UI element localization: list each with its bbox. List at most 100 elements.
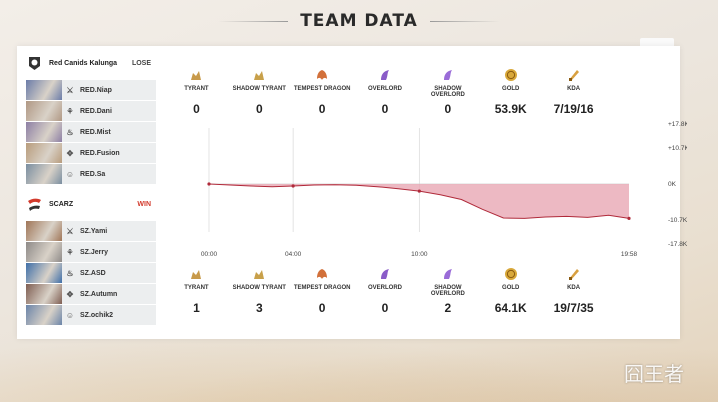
y-tick-label: +17.8K (668, 121, 687, 128)
player-row[interactable]: ☺ RED.Sa (26, 164, 156, 184)
hero-avatar (26, 284, 62, 304)
hero-avatar (26, 80, 62, 100)
player-name: RED.Sa (80, 170, 106, 178)
page-header: TEAM DATA (0, 6, 718, 36)
stat-gold: GOLD 64.1K (479, 265, 542, 315)
stat-value: 3 (255, 301, 263, 315)
shadow-overlord-icon (416, 66, 479, 84)
gold-icon (479, 265, 542, 283)
watermark: 囧王者 (624, 362, 684, 386)
page-title: TEAM DATA (300, 11, 418, 31)
stat-label: OVERLORD (368, 86, 403, 92)
stat-label: GOLD (502, 86, 520, 92)
hero-avatar (26, 242, 62, 262)
tempest-dragon-icon (291, 66, 354, 84)
stat-label: SHADOW OVERLORD (430, 285, 465, 297)
overlord-icon (354, 66, 417, 84)
player-row[interactable]: ♨ RED.Mist (26, 122, 156, 142)
stat-value: 19/7/35 (553, 301, 594, 315)
hero-avatar (26, 164, 62, 184)
stat-label: KDA (567, 86, 581, 92)
gold-icon (479, 66, 542, 84)
stat-label: OVERLORD (368, 285, 403, 291)
stat-label: TYRANT (184, 285, 209, 291)
player-name: RED.Mist (80, 128, 111, 136)
player-name: SZ.ochik2 (80, 311, 114, 319)
y-tick-label: -17.8K (668, 241, 687, 248)
hero-avatar (26, 143, 62, 163)
stat-shadow-tyrant: SHADOW TYRANT 0 (228, 66, 291, 116)
player-name: SZ.Jerry (80, 248, 109, 256)
kda-icon (542, 66, 605, 84)
marksman-icon: ✥ (66, 289, 74, 299)
series-point (207, 182, 211, 186)
stat-kda: KDA 7/19/16 (542, 66, 605, 116)
jungle-icon: ⚘ (66, 247, 74, 257)
stat-value: 64.1K (494, 301, 527, 315)
shadow-tyrant-icon (228, 265, 291, 283)
stat-shadow-overlord: SHADOW OVERLORD 2 (416, 265, 479, 315)
player-name: SZ.ASD (80, 269, 106, 277)
stat-gold: GOLD 53.9K (479, 66, 542, 116)
team-header-2: SCARZ WIN (17, 187, 157, 221)
mid-icon: ♨ (66, 268, 74, 278)
stat-label: TYRANT (184, 86, 209, 92)
stat-tempest-dragon: TEMPEST DRAGON 0 (291, 265, 354, 315)
player-row[interactable]: ☺ SZ.ochik2 (26, 305, 156, 325)
player-name: RED.Dani (80, 107, 112, 115)
stat-tyrant: TYRANT 0 (165, 66, 228, 116)
team-logo-icon (26, 55, 43, 72)
player-row[interactable]: ✥ RED.Fusion (26, 143, 156, 163)
player-row[interactable]: ⚔ SZ.Yami (26, 221, 156, 241)
stat-label: TEMPEST DRAGON (293, 86, 351, 92)
player-row[interactable]: ⚔ RED.Niap (26, 80, 156, 100)
stat-label: GOLD (502, 285, 520, 291)
stat-label: SHADOW OVERLORD (430, 86, 465, 98)
tempest-dragon-icon (291, 265, 354, 283)
stat-value: 7/19/16 (553, 102, 594, 116)
player-row[interactable]: ♨ SZ.ASD (26, 263, 156, 283)
sword-icon: ⚔ (66, 226, 74, 236)
stat-shadow-tyrant: SHADOW TYRANT 3 (228, 265, 291, 315)
player-name: SZ.Yami (80, 227, 108, 235)
player-row[interactable]: ⚘ RED.Dani (26, 101, 156, 121)
marksman-icon: ✥ (66, 148, 74, 158)
stat-value: 0 (255, 102, 263, 116)
player-name: SZ.Autumn (80, 290, 118, 298)
team1-stats: TYRANT 0 SHADOW TYRANT 0 TEMPEST DRAGON 0 OVER… (165, 66, 605, 116)
mid-icon: ♨ (66, 127, 74, 137)
stat-shadow-overlord: SHADOW OVERLORD 0 (416, 66, 479, 116)
tyrant-icon (165, 66, 228, 84)
x-tick-label: 04:00 (285, 251, 302, 258)
stat-overlord: OVERLORD 0 (354, 66, 417, 116)
stat-value: 2 (444, 301, 452, 315)
stat-kda: KDA 19/7/35 (542, 265, 605, 315)
player-row[interactable]: ✥ SZ.Autumn (26, 284, 156, 304)
stat-value: 0 (444, 102, 452, 116)
team-header-1: Red Canids Kalunga LOSE (17, 46, 157, 80)
stat-tempest-dragon: TEMPEST DRAGON 0 (291, 66, 354, 116)
stat-label: TEMPEST DRAGON (293, 285, 351, 291)
shadow-overlord-icon (416, 265, 479, 283)
stat-value: 0 (318, 102, 326, 116)
x-tick-label: 00:00 (201, 251, 218, 258)
player-row[interactable]: ⚘ SZ.Jerry (26, 242, 156, 262)
match-result: LOSE (131, 59, 151, 67)
team-logo-icon (26, 196, 43, 213)
hero-avatar (26, 305, 62, 325)
team-name: Red Canids Kalunga (49, 59, 118, 67)
hero-avatar (26, 122, 62, 142)
stat-label: SHADOW TYRANT (232, 285, 286, 291)
y-tick-label: -10.7K (668, 217, 687, 224)
stat-label: SHADOW TYRANT (232, 86, 286, 92)
series-point (417, 189, 421, 193)
hero-avatar (26, 101, 62, 121)
player-name: RED.Niap (80, 86, 112, 94)
player-name: RED.Fusion (80, 149, 120, 157)
stat-value: 0 (381, 102, 389, 116)
team2-stats: TYRANT 1 SHADOW TYRANT 3 TEMPEST DRAGON 0 OVER… (165, 265, 605, 315)
x-tick-label: 10:00 (411, 251, 428, 258)
team-name: SCARZ (49, 200, 74, 208)
match-result: WIN (137, 200, 151, 208)
hero-avatar (26, 263, 62, 283)
